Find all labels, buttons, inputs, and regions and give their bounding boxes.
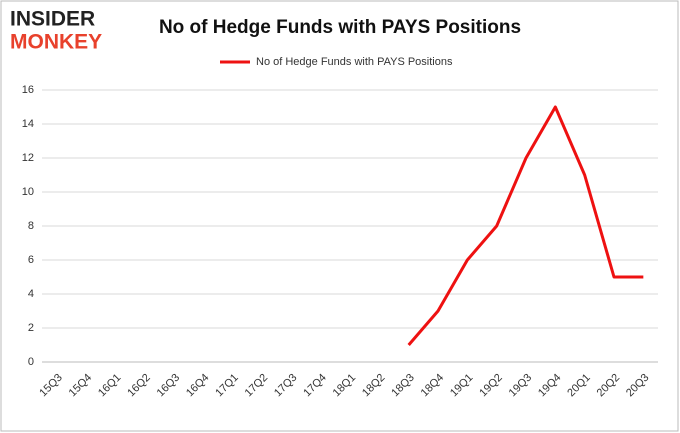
y-tick-label: 12 [22,152,34,164]
logo-top: INSIDER [10,8,95,31]
y-tick-label: 4 [28,288,34,300]
logo-bottom: MONKEY [10,31,102,54]
legend-label: No of Hedge Funds with PAYS Positions [256,56,453,68]
chart-title: No of Hedge Funds with PAYS Positions [159,17,521,38]
y-tick-label: 16 [22,84,34,96]
y-tick-label: 10 [22,186,34,198]
y-tick-label: 8 [28,220,34,232]
data-line [407,105,644,346]
y-tick-label: 0 [28,356,34,368]
y-tick-label: 6 [28,254,34,266]
y-tick-label: 14 [22,118,34,130]
y-tick-label: 2 [28,322,34,334]
